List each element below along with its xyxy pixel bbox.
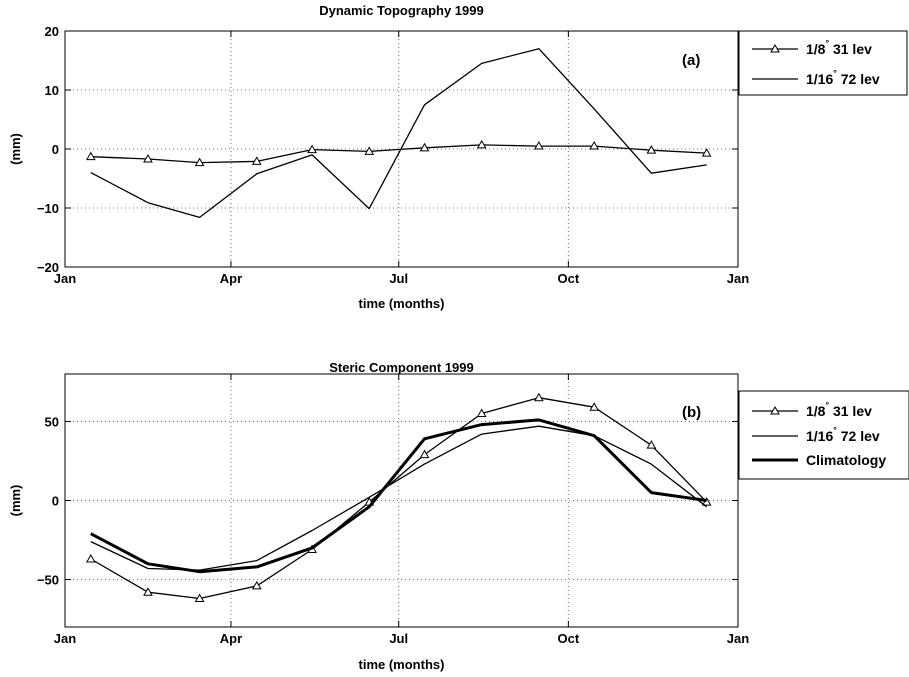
y-axis-label: (mm) xyxy=(8,133,23,165)
series-line xyxy=(90,397,708,600)
chart-panel-b: Jan Apr Jul Oct Jan 50 0 −50 Steric Component 19… xyxy=(8,360,909,672)
panel-label: (b) xyxy=(682,404,701,421)
legend-entry: 1/8° 31 lev xyxy=(806,400,872,419)
x-tick-label: Jul xyxy=(389,271,408,286)
y-tick-label: −20 xyxy=(37,260,59,275)
y-tick-label: 0 xyxy=(52,494,59,509)
x-tick-label: Oct xyxy=(558,271,580,286)
y-axis-label: (mm) xyxy=(8,485,23,517)
y-tick-label: 10 xyxy=(45,83,59,98)
data-point-marker xyxy=(419,142,430,152)
legend: 1/8° 31 lev 1/16° 72 lev xyxy=(738,30,908,96)
y-tick-label: 50 xyxy=(45,414,59,429)
series-1-8-31-lev xyxy=(85,139,712,167)
y-tick-label: −50 xyxy=(37,573,59,588)
data-point-marker xyxy=(534,141,544,150)
x-tick-label: Oct xyxy=(558,631,580,646)
data-point-marker xyxy=(251,156,262,165)
panel-label: (a) xyxy=(682,52,700,69)
legend-box xyxy=(738,390,909,480)
data-point-marker xyxy=(194,157,205,167)
data-point-marker xyxy=(419,449,430,459)
data-point-marker xyxy=(534,392,544,402)
x-tick-label: Jan xyxy=(727,631,749,646)
x-axis-label: time (months) xyxy=(359,657,445,672)
chart-panel-a: Jan Apr Jul Oct Jan 20 10 0 −10 −20 Dynamic Topogr… xyxy=(8,3,908,311)
data-point-marker xyxy=(194,593,205,603)
data-point-marker xyxy=(307,144,317,154)
data-point-marker xyxy=(85,151,96,161)
data-point-marker xyxy=(589,402,600,411)
data-point-marker xyxy=(476,139,487,149)
legend-box xyxy=(738,30,908,96)
x-tick-label: Apr xyxy=(220,271,242,286)
series-line xyxy=(90,418,707,574)
data-point-marker xyxy=(646,145,657,154)
legend-entry: 1/16° 72 lev xyxy=(806,68,880,87)
x-tick-label: Jan xyxy=(54,271,76,286)
data-point-marker xyxy=(143,154,153,163)
data-point-marker xyxy=(701,148,712,157)
x-axis-label: time (months) xyxy=(359,296,445,311)
series-climatology xyxy=(90,418,707,574)
data-point-marker xyxy=(85,553,96,563)
data-point-marker xyxy=(143,587,153,596)
legend-marker-sample xyxy=(770,43,780,53)
legend-marker-sample xyxy=(770,405,780,415)
data-point-marker xyxy=(364,146,375,155)
y-tick-label: 0 xyxy=(52,142,59,157)
legend-entry: 1/8° 31 lev xyxy=(806,38,872,57)
legend: 1/8° 31 lev 1/16° 72 lev Climatology xyxy=(738,390,909,480)
chart-title: Steric Component 1999 xyxy=(329,360,474,375)
series-1-16-72-lev xyxy=(90,48,707,219)
series-line xyxy=(90,48,707,219)
data-point-marker xyxy=(646,440,657,449)
x-tick-label: Jul xyxy=(389,631,408,646)
y-tick-label: 20 xyxy=(45,24,59,39)
y-tick-label: −10 xyxy=(37,201,59,216)
data-point-marker xyxy=(476,408,487,418)
x-tick-label: Jan xyxy=(727,271,749,286)
series-line xyxy=(90,144,707,164)
x-tick-label: Apr xyxy=(220,631,242,646)
data-point-marker xyxy=(251,580,262,590)
chart-title: Dynamic Topography 1999 xyxy=(319,3,483,18)
x-tick-label: Jan xyxy=(54,631,76,646)
series-1-8-31-lev xyxy=(85,392,712,603)
data-point-marker xyxy=(589,141,600,150)
legend-entry: Climatology xyxy=(806,452,886,468)
legend-entry: 1/16° 72 lev xyxy=(806,425,880,444)
